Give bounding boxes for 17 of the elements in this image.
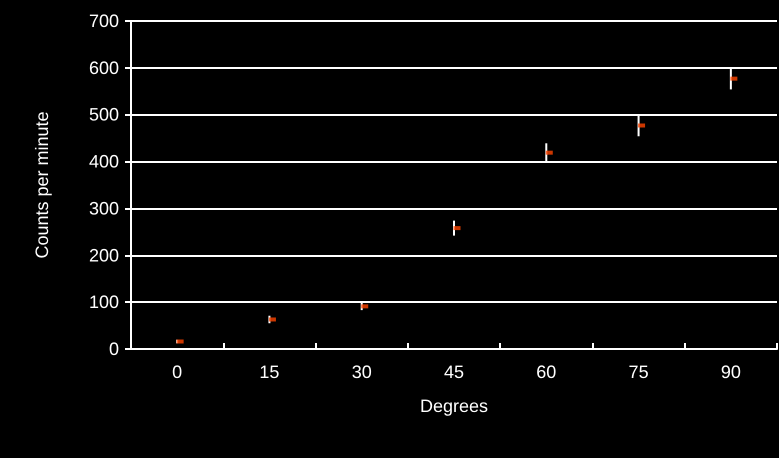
y-tick-label: 100: [88, 292, 119, 312]
y-tick-label: 300: [88, 198, 119, 218]
x-axis-title: Degrees: [420, 396, 488, 416]
y-tick-label: 400: [88, 152, 119, 172]
x-tick-label: 45: [444, 362, 464, 382]
x-tick-label: 75: [628, 362, 649, 382]
y-tick-label: 700: [88, 11, 119, 31]
y-tick-label: 0: [108, 339, 119, 359]
y-tick-label: 200: [88, 245, 119, 266]
y-axis-title: Counts per minute: [32, 111, 52, 259]
x-tick-label: 0: [172, 362, 182, 382]
x-tick-label: 15: [259, 362, 280, 382]
y-tick-label: 500: [88, 104, 119, 125]
x-tick-label: 60: [536, 362, 556, 382]
x-tick-label: 30: [352, 362, 372, 382]
x-tick-label: 90: [720, 362, 741, 382]
y-tick-label: 600: [88, 58, 119, 78]
